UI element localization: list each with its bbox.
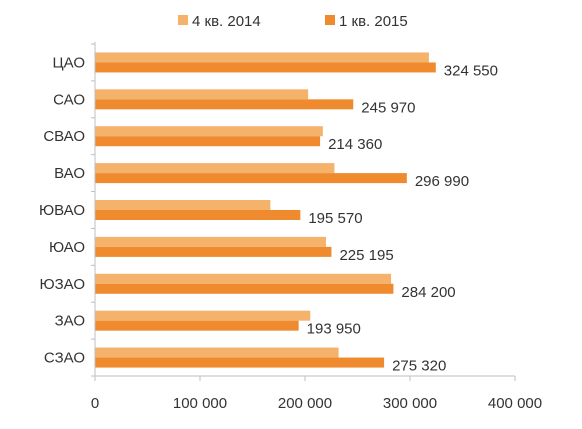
bar-q1-2015-8 xyxy=(95,357,385,368)
legend-label: 4 кв. 2014 xyxy=(192,13,261,30)
x-tick-label: 100 000 xyxy=(173,395,227,412)
legend: 4 кв. 2014 1 кв. 2015 xyxy=(178,13,408,30)
x-tick-label: 400 000 xyxy=(488,395,542,412)
legend-label: 1 кв. 2015 xyxy=(339,13,408,30)
category-label: СВАО xyxy=(43,128,85,145)
bar-q4-2014-2 xyxy=(95,126,323,137)
data-label: 214 360 xyxy=(328,136,382,153)
category-label: ЮАО xyxy=(49,239,85,256)
data-label: 225 195 xyxy=(339,247,393,264)
data-label: 284 200 xyxy=(401,284,455,301)
bar-q1-2015-3 xyxy=(95,173,407,184)
category-label: ЮВАО xyxy=(39,202,85,219)
bar-q4-2014-5 xyxy=(95,236,326,247)
data-label: 245 970 xyxy=(361,99,415,116)
bar-q1-2015-1 xyxy=(95,99,354,110)
bar-q4-2014-7 xyxy=(95,310,311,321)
category-label: САО xyxy=(53,91,85,108)
bar-q4-2014-4 xyxy=(95,200,271,210)
x-tick-label: 300 000 xyxy=(383,395,437,412)
bar-q1-2015-5 xyxy=(95,246,332,257)
category-labels: ЦАО САО СВАО ВАО ЮВАО ЮАО ЮЗАО ЗАО СЗАО xyxy=(39,54,85,366)
bar-q4-2014-1 xyxy=(95,89,309,100)
bar-q4-2014-3 xyxy=(95,163,335,174)
category-label: ЮЗАО xyxy=(39,276,85,293)
data-label: 193 950 xyxy=(307,321,361,338)
legend-swatch-q4-2014 xyxy=(178,15,188,25)
category-label: ЦАО xyxy=(53,54,85,71)
bar-q1-2015-7 xyxy=(95,320,299,331)
category-label: ВАО xyxy=(54,165,85,182)
category-label: ЗАО xyxy=(55,313,85,330)
bar-q4-2014-8 xyxy=(95,347,339,358)
legend-swatch-q1-2015 xyxy=(325,15,335,25)
data-label: 296 990 xyxy=(415,173,469,190)
bar-q1-2015-0 xyxy=(95,62,436,73)
bar-q4-2014-6 xyxy=(95,273,392,284)
bar-q1-2015-2 xyxy=(95,136,321,147)
data-labels: 324 550 245 970 214 360 296 990 195 570 225 1… xyxy=(307,62,498,374)
data-label: 195 570 xyxy=(308,210,362,227)
bar-q1-2015-4 xyxy=(95,210,301,220)
x-tick-label: 0 xyxy=(91,395,99,412)
bars xyxy=(95,52,436,368)
axes: 0 100 000 200 000 300 000 400 000 xyxy=(91,42,542,412)
category-label: СЗАО xyxy=(44,350,85,367)
data-label: 275 320 xyxy=(392,358,446,375)
x-tick-label: 200 000 xyxy=(278,395,332,412)
bar-q4-2014-0 xyxy=(95,52,429,63)
data-label: 324 550 xyxy=(444,62,498,79)
bar-q1-2015-6 xyxy=(95,283,394,294)
